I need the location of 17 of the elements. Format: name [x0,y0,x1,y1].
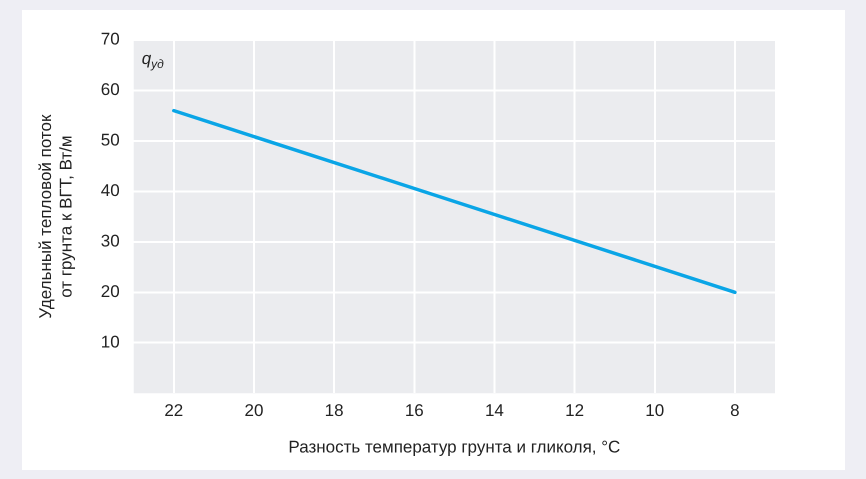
y-axis-title: Удельный тепловой поток от грунта к ВГТ, Вт/м [36,114,76,319]
x-tick-label: 16 [404,401,424,420]
x-tick-label: 14 [484,401,504,420]
x-tick-label: 20 [244,401,264,420]
x-tick-label: 22 [164,401,184,420]
x-axis-title: Разность температур грунта и гликоля, °C [288,437,620,456]
y-tick-label: 60 [100,80,120,100]
y-tick-label: 40 [100,181,120,200]
x-tick-label: 18 [324,401,344,420]
y-tick-label: 50 [100,130,120,150]
y-tick-label: 10 [100,332,120,352]
y-tick-label: 70 [100,30,120,49]
x-tick-label: 10 [645,401,664,420]
y-tick-label: 20 [100,282,120,301]
x-tick-label: 12 [565,401,584,420]
y-tick-label: 30 [100,232,120,251]
x-tick-label: 8 [730,401,740,420]
